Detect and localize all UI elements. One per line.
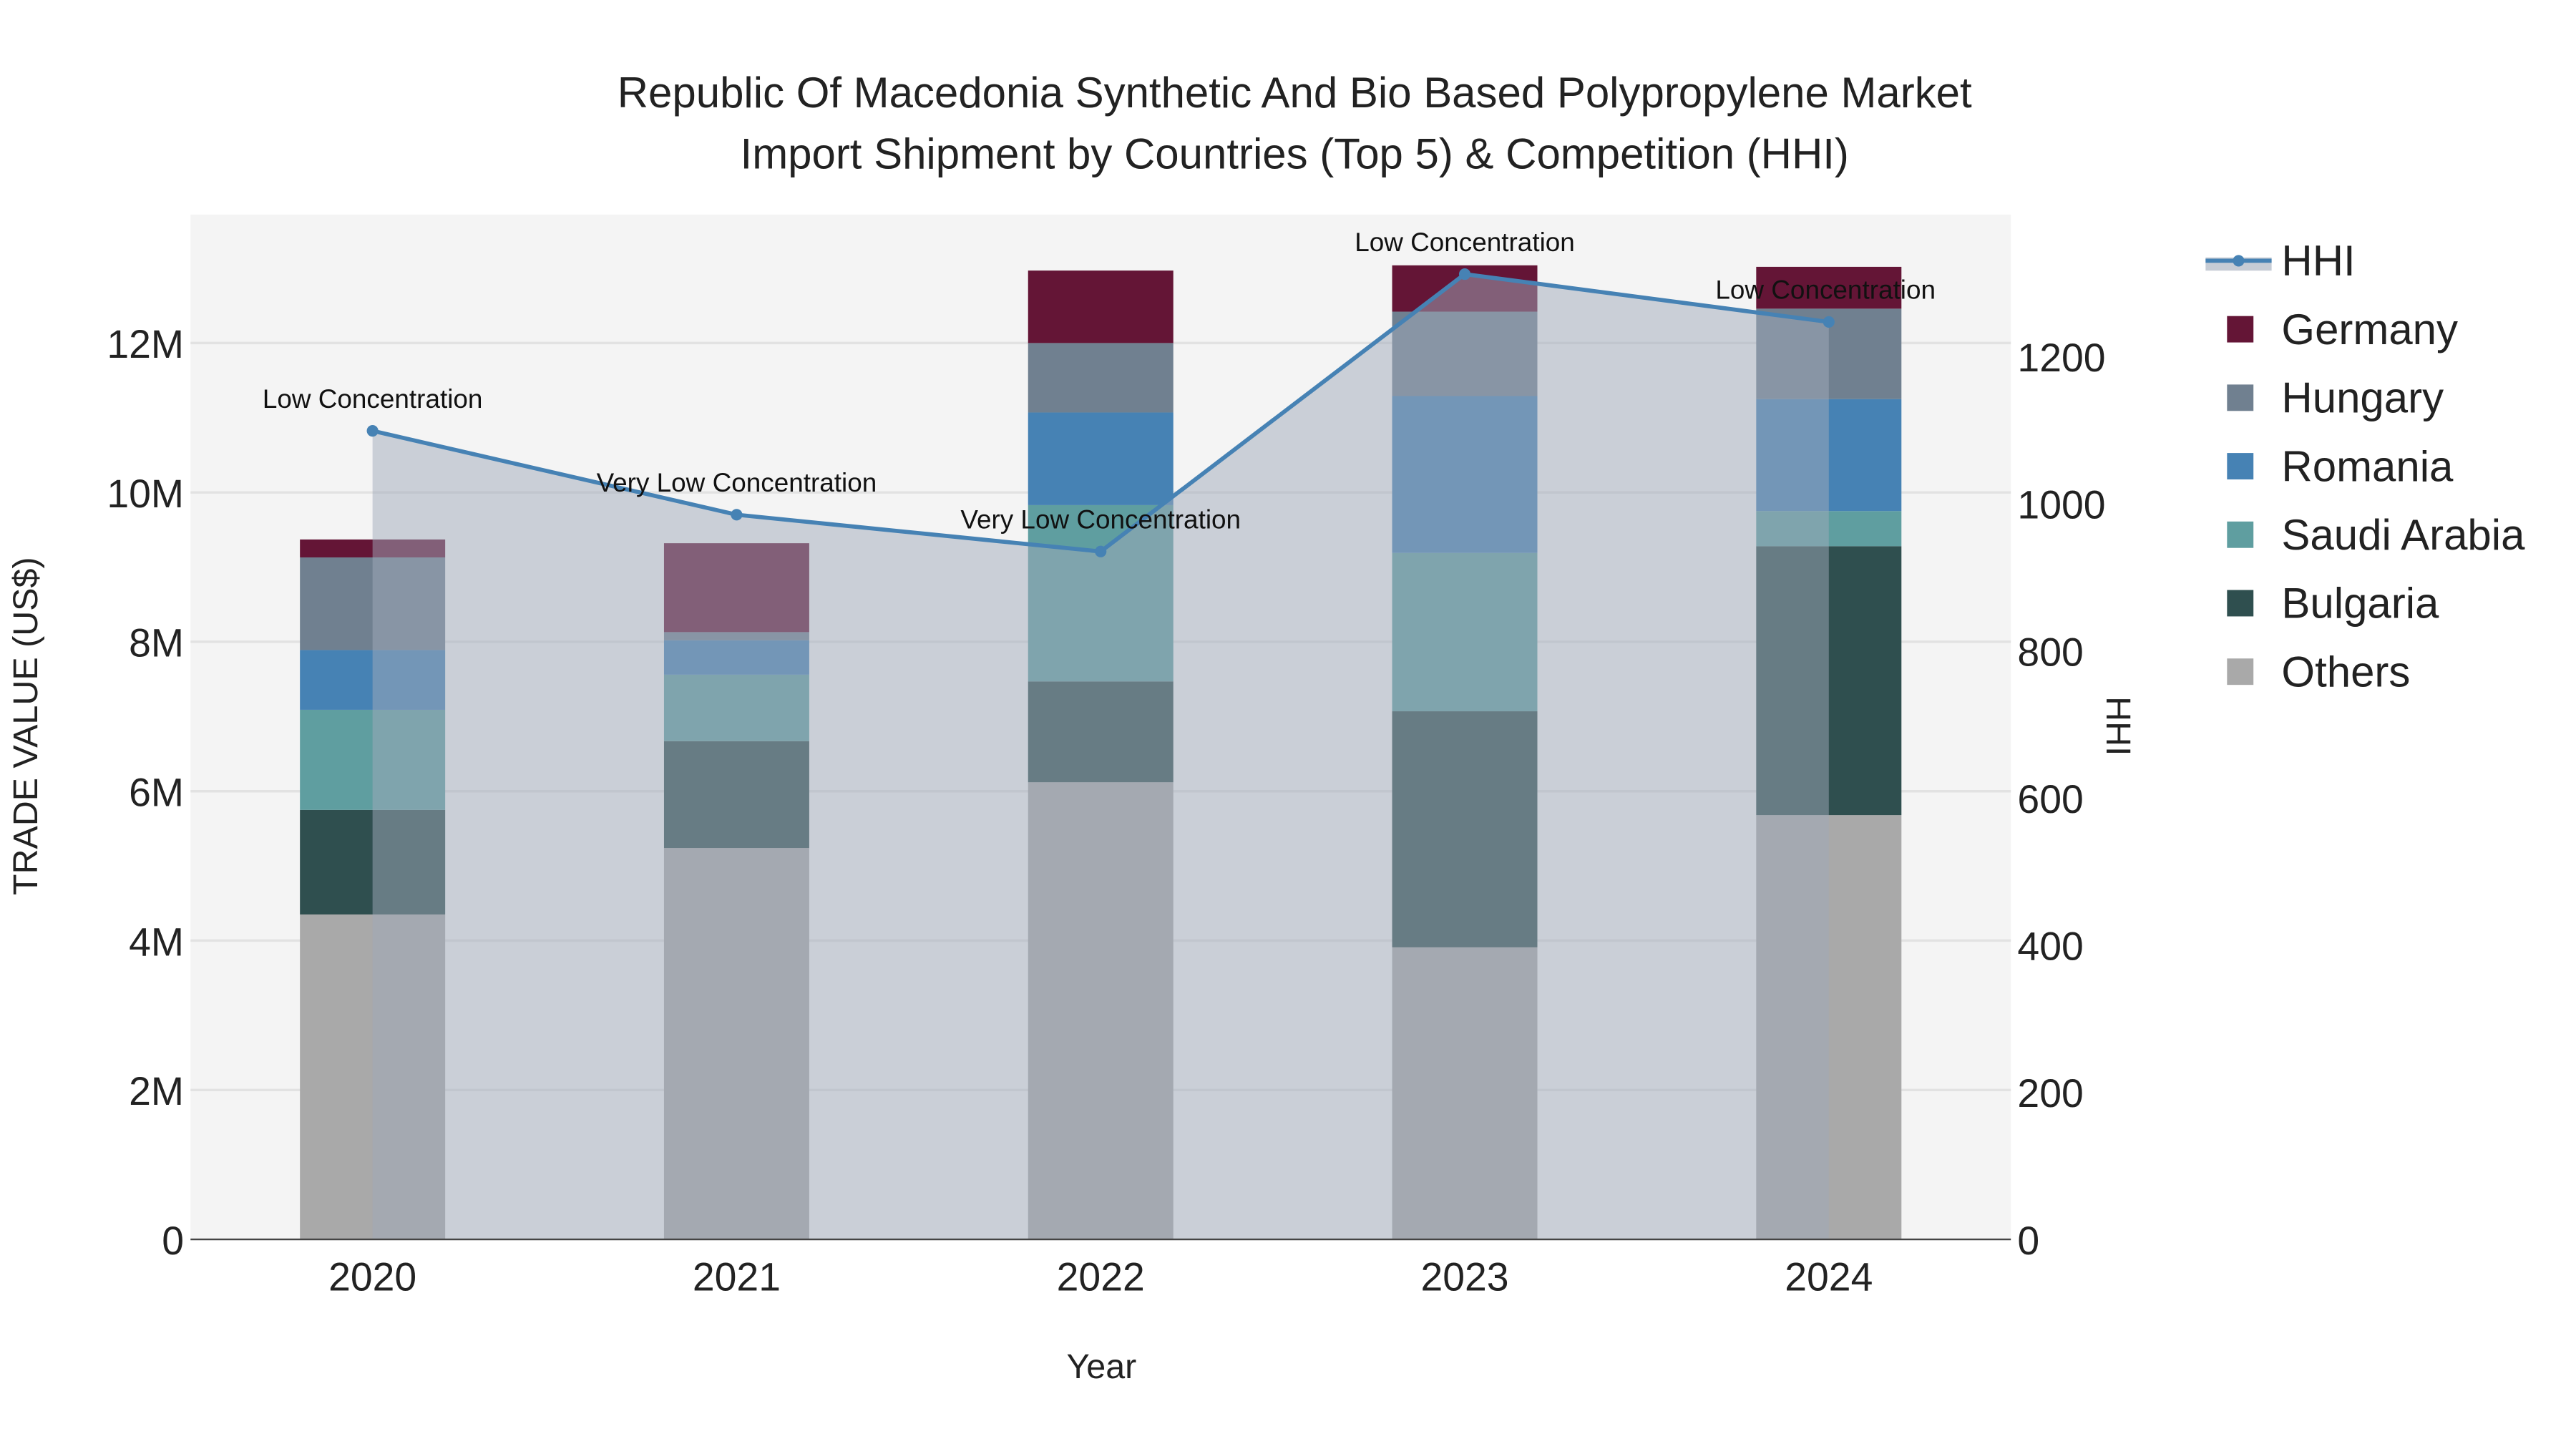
bar-hungary-2022 [1028,343,1174,413]
x-tick-label: 2021 [693,1255,781,1299]
legend-label: Bulgaria [2281,580,2439,628]
legend-swatch-saudi-arabia [2227,521,2254,548]
hhi-annotation: Low Concentration [263,384,483,414]
y2-tick-label: 1200 [2017,336,2105,380]
legend-swatch-others [2227,658,2254,686]
y2-tick-label: 600 [2017,777,2083,821]
legend-hhi-swatch-point [2233,255,2245,267]
y2-tick-label: 400 [2017,924,2083,969]
bar-germany-2024 [1756,266,1902,309]
y2-tick-label: 200 [2017,1071,2083,1116]
legend-swatch-bulgaria [2227,590,2254,617]
y-tick-label: 10M [107,472,184,516]
legend-swatch-romania [2227,453,2254,480]
hhi-point [731,509,743,521]
y2-tick-label: 1000 [2017,483,2105,527]
hhi-annotation: Very Low Concentration [960,504,1241,534]
legend-label: Others [2281,648,2410,696]
y-axis-ticks: 0 2M 4M 6M 8M 10M 12M [107,322,184,1263]
bar-romania-2022 [1028,412,1174,505]
y-tick-label: 6M [129,770,184,814]
x-tick-label: 2023 [1420,1255,1508,1299]
chart-title-line2: Import Shipment by Countries (Top 5) & C… [741,130,1849,177]
y-tick-label: 2M [129,1069,184,1113]
x-axis-ticks: 2020 2021 2022 2023 2024 [328,1255,1873,1299]
hhi-point [1458,268,1471,280]
legend-label: Romania [2281,442,2454,490]
hhi-point [366,425,379,437]
legend-label: Germany [2281,306,2458,353]
legend-label: Hungary [2281,374,2444,422]
x-axis-label: Year [1066,1347,1136,1386]
y-tick-label: 8M [129,621,184,665]
legend-label: Saudi Arabia [2281,511,2525,559]
x-tick-label: 2024 [1785,1255,1873,1299]
y2-axis-label: HHI [2099,696,2137,756]
legend: HHI Germany Hungary Romania Saudi Arabia Bulg… [2205,237,2525,696]
hhi-annotation: Low Concentration [1355,228,1575,257]
legend-label: HHI [2281,237,2355,285]
y2-axis-ticks: 0 200 400 600 800 1000 1200 [2017,336,2105,1263]
hhi-series: Low Concentration Very Low Concentration V… [263,228,1936,1240]
chart-title-line1: Republic Of Macedonia Synthetic And Bio … [618,69,1972,117]
y-axis-label: TRADE VALUE (US$) [6,557,45,895]
y-tick-label: 12M [107,322,184,366]
y-tick-label: 0 [162,1219,184,1263]
hhi-annotation: Low Concentration [1715,275,1936,305]
legend-swatch-hungary [2227,384,2254,411]
hhi-annotation: Very Low Concentration [597,468,877,497]
hhi-point [1823,316,1835,328]
x-tick-label: 2022 [1057,1255,1145,1299]
legend-swatch-germany [2227,316,2254,343]
hhi-point [1095,545,1107,557]
bar-germany-2022 [1028,270,1174,343]
x-tick-label: 2020 [328,1255,416,1299]
y2-tick-label: 800 [2017,630,2083,674]
y-tick-label: 4M [129,919,184,964]
y2-tick-label: 0 [2017,1219,2039,1263]
